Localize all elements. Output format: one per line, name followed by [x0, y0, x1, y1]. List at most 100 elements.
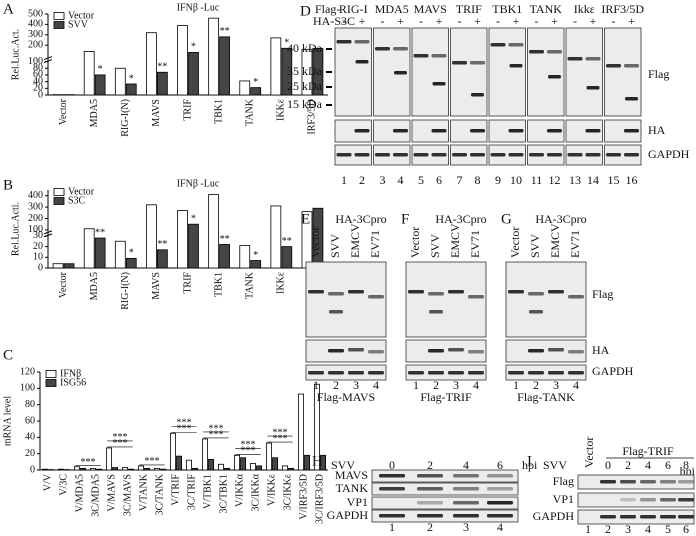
band	[417, 514, 443, 518]
bar	[160, 468, 167, 471]
y-tick-label: 500	[28, 8, 43, 19]
y-tick-label: 100	[28, 224, 43, 235]
column-label: SVV	[328, 234, 342, 258]
sign: +	[590, 14, 597, 28]
x-tick-label: TRIF	[182, 272, 193, 294]
bar	[208, 458, 215, 471]
band	[568, 350, 584, 354]
blot	[604, 27, 642, 117]
column-label: EV71	[468, 230, 482, 258]
significance: *	[129, 248, 134, 259]
row-label: MAVS	[335, 468, 368, 482]
x-tick-label: V/TBK1	[202, 474, 213, 509]
blot	[305, 339, 387, 363]
band	[452, 61, 467, 65]
x-tick-label: V/3C	[58, 474, 69, 496]
band	[508, 43, 524, 47]
unit: hpi	[522, 458, 538, 472]
significance: *	[253, 250, 258, 261]
bar	[121, 467, 128, 471]
band	[528, 371, 544, 375]
lane-number: 6	[683, 522, 689, 536]
column-label: Ikkε	[574, 2, 595, 16]
row-label: GAPDH	[533, 509, 575, 523]
row-label: Flag	[592, 287, 613, 301]
band	[548, 75, 561, 79]
bar	[219, 244, 230, 269]
y-tick-label: 0	[38, 262, 43, 273]
header: HA-3Cpro	[435, 212, 486, 226]
significance: **	[220, 26, 230, 37]
band	[453, 501, 479, 505]
band	[620, 480, 636, 484]
band	[328, 349, 344, 353]
column-label: IRF3/5D	[601, 2, 644, 16]
bar	[313, 383, 320, 471]
bar	[201, 438, 208, 471]
panel-label: F	[401, 211, 409, 227]
band	[620, 498, 636, 502]
y-tick-label: 80	[33, 63, 43, 74]
bar	[177, 25, 188, 96]
column-label: TRIF	[456, 2, 482, 16]
x-tick-label: V/V	[42, 473, 53, 491]
bar	[80, 467, 87, 471]
band	[567, 153, 583, 157]
row-label: GAPDH	[648, 147, 690, 161]
time: 6	[497, 458, 503, 472]
band	[354, 153, 370, 157]
blot	[488, 144, 526, 166]
band	[529, 310, 543, 314]
significance: ***	[81, 457, 96, 468]
band	[586, 86, 600, 90]
y-tick-label: 10	[33, 252, 43, 263]
band	[468, 295, 484, 299]
significance: *	[129, 73, 134, 84]
bar	[188, 52, 199, 96]
sign: +	[436, 14, 443, 28]
control: Vector	[582, 437, 596, 468]
lane-number: 14	[587, 173, 599, 187]
lane-number: 3	[625, 522, 631, 536]
band	[585, 57, 601, 61]
band	[487, 514, 513, 518]
blot	[405, 364, 487, 381]
sign: -	[535, 14, 539, 28]
bar	[281, 465, 288, 471]
band	[431, 153, 447, 157]
blot	[527, 119, 565, 143]
blot	[334, 119, 372, 143]
row-label: TANK	[336, 481, 369, 495]
y-tick-label: 40	[33, 76, 43, 87]
blot	[305, 261, 387, 338]
blot	[450, 119, 488, 143]
band	[328, 371, 344, 375]
bar	[41, 468, 48, 471]
x-tick-label: 3C/IKKε	[282, 474, 293, 510]
lane-number: 4	[398, 173, 404, 187]
band	[568, 295, 584, 299]
bar	[125, 83, 137, 96]
row-label: HA	[592, 343, 610, 357]
row-label: GAPDH	[327, 508, 369, 522]
band	[625, 97, 638, 101]
band	[431, 129, 447, 133]
marker-label: 15 kDa	[287, 97, 323, 111]
band	[471, 93, 484, 97]
band	[548, 371, 564, 375]
band	[508, 290, 524, 294]
bar	[297, 393, 304, 471]
marker-label: 35 kDa	[287, 64, 323, 78]
x-tick-label: 3C/TRIF	[186, 474, 197, 511]
lane-number: 1	[389, 520, 395, 534]
panel-label: A	[3, 1, 14, 17]
bar	[272, 457, 279, 471]
footer-label: Flag-MAVS	[317, 390, 375, 404]
x-tick-label: TBK1	[213, 99, 224, 124]
bar	[312, 47, 324, 96]
blot	[305, 364, 387, 381]
y-tick-label: 60	[33, 69, 43, 80]
bar	[73, 466, 80, 471]
bar	[112, 467, 119, 471]
band	[624, 64, 639, 68]
